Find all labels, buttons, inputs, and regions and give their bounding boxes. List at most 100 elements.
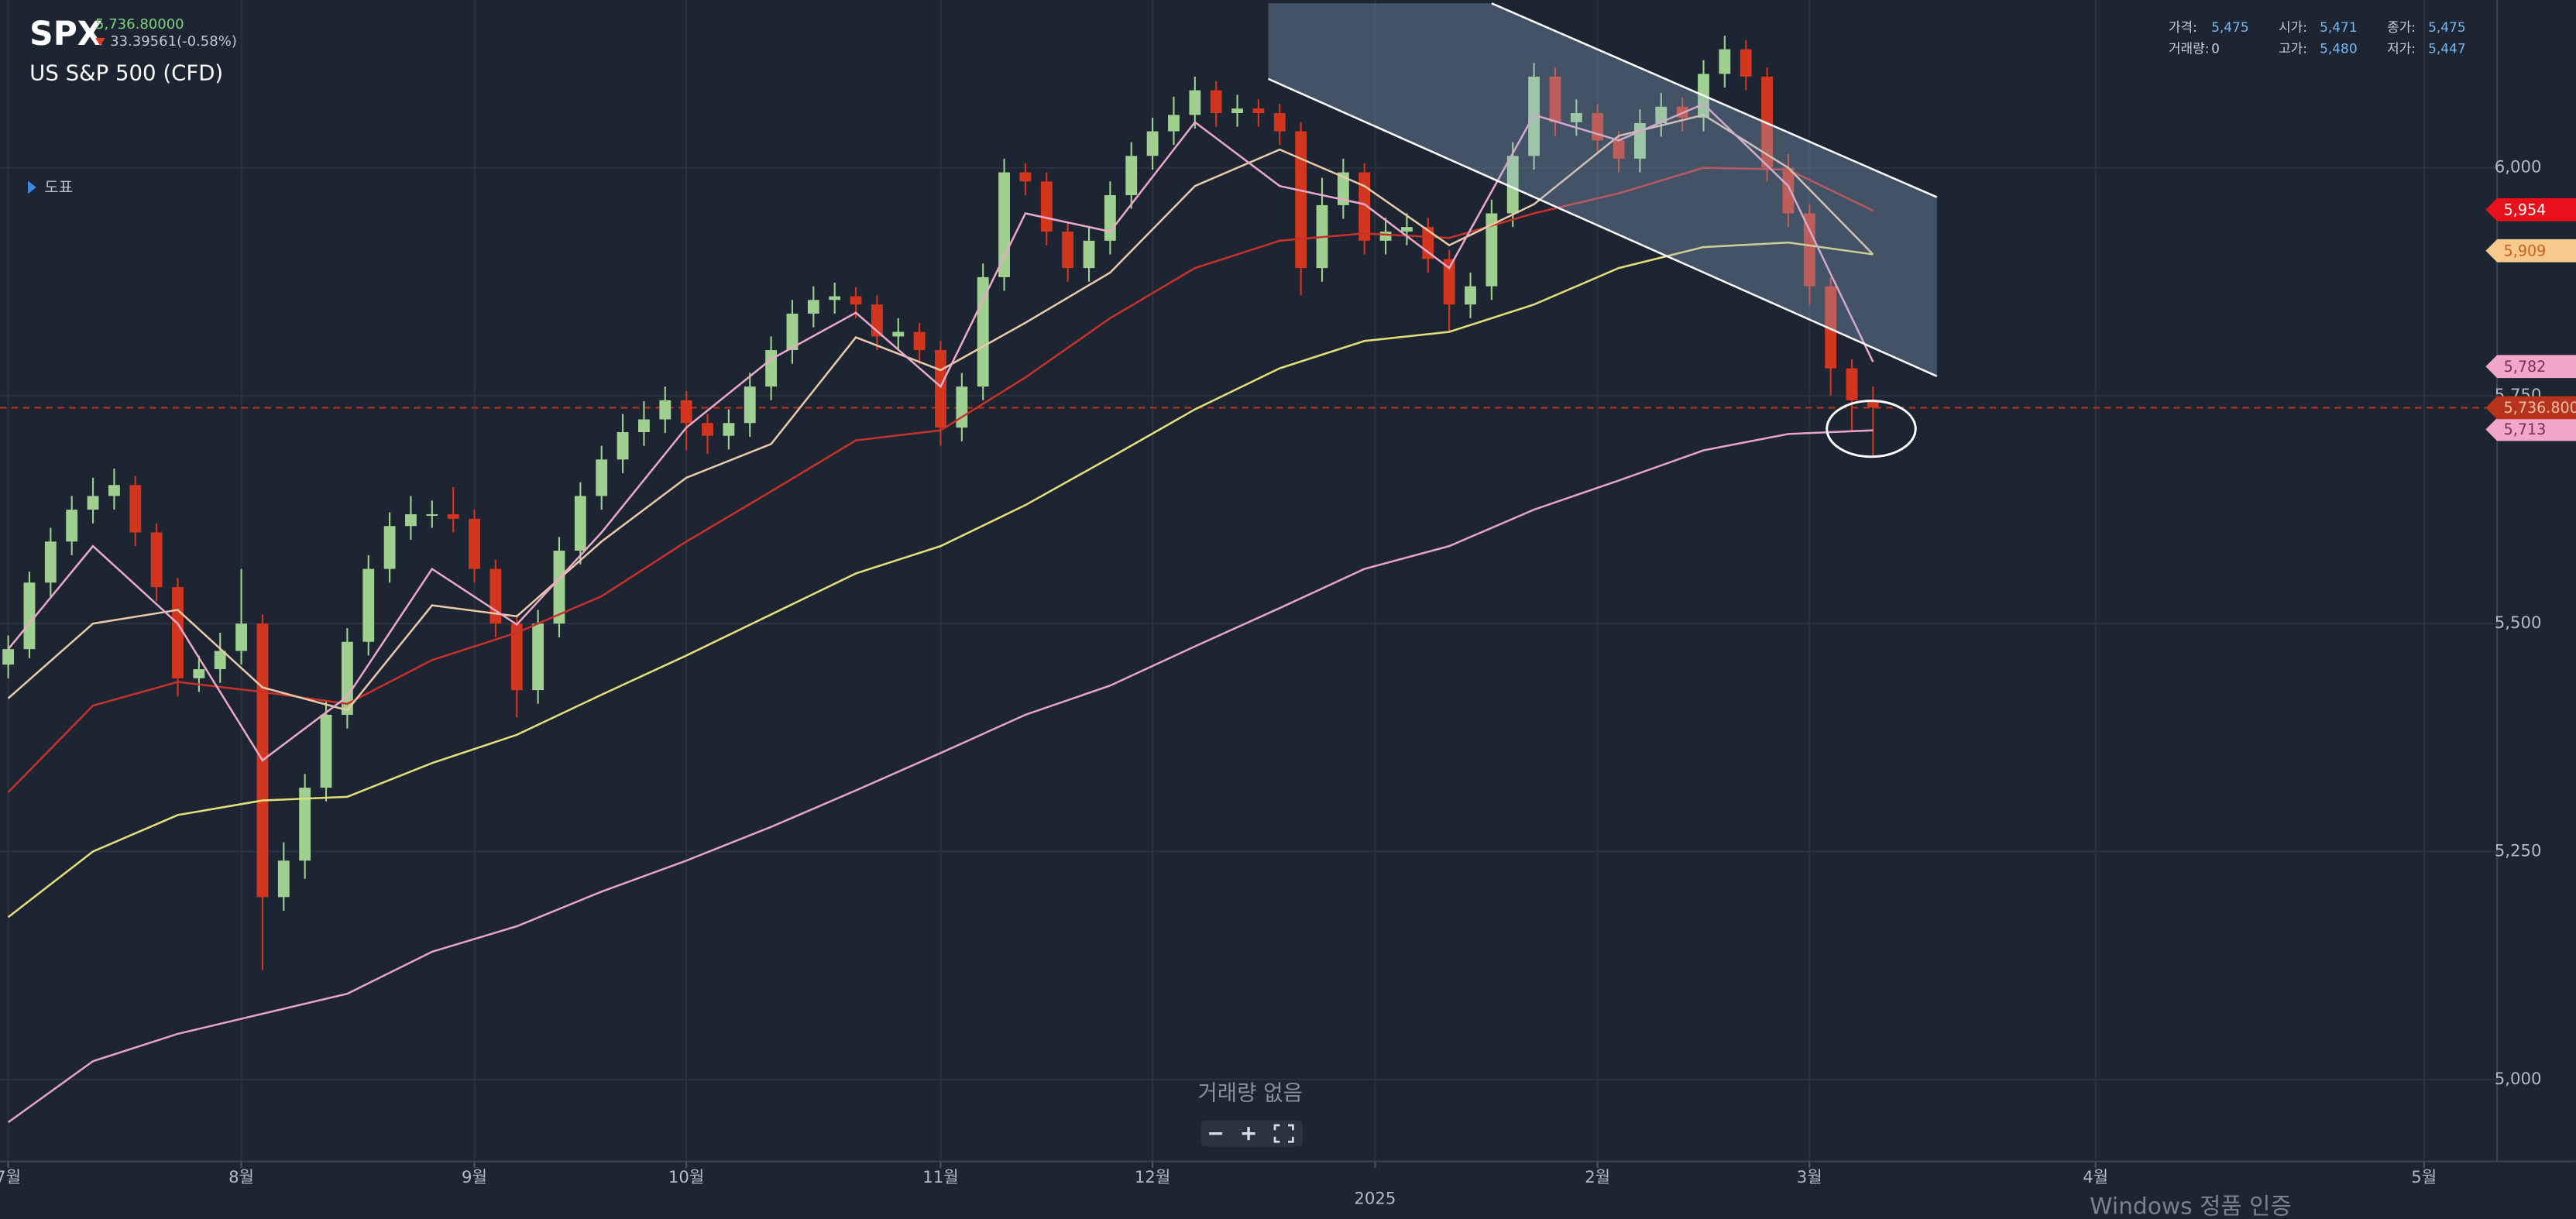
candle-body bbox=[913, 331, 926, 351]
candle-body bbox=[807, 300, 819, 314]
price-tag bbox=[2485, 197, 2576, 221]
channel-upper bbox=[1491, 2, 1938, 198]
candle-body bbox=[1655, 106, 1668, 123]
candle-body bbox=[1231, 108, 1243, 114]
x-tick-label: 9월 bbox=[462, 1168, 487, 1187]
info-value: 5,471 bbox=[2320, 19, 2358, 35]
candle-body bbox=[193, 669, 205, 678]
menu-label[interactable]: 도표 bbox=[44, 177, 73, 196]
info-value: 0 bbox=[2211, 41, 2220, 57]
candle-body bbox=[447, 513, 459, 519]
candle-body bbox=[1168, 115, 1180, 132]
info-panel: 가격: 5,475 시가: 5,471 종가: 5,475 거래량: 0 고가:… bbox=[2169, 19, 2466, 57]
candle-body bbox=[341, 641, 353, 715]
candle-body bbox=[956, 386, 968, 428]
candle-body bbox=[659, 400, 671, 420]
candle-body bbox=[786, 313, 799, 351]
candle-body bbox=[998, 172, 1011, 277]
down-arrow bbox=[95, 37, 105, 46]
candle-body bbox=[532, 623, 544, 691]
channel-area bbox=[1268, 3, 1937, 376]
candle-body bbox=[829, 296, 841, 300]
candle-body bbox=[1189, 90, 1201, 115]
y-tick-label: 6,000 bbox=[2495, 158, 2542, 177]
channel-lower bbox=[1268, 77, 1938, 377]
x-tick-label: 4월 bbox=[2083, 1168, 2108, 1187]
plot bbox=[2, 35, 1879, 1124]
candle-body bbox=[1295, 131, 1307, 269]
candle-body bbox=[44, 541, 57, 583]
price-tag bbox=[2485, 417, 2576, 441]
candle-body bbox=[1337, 172, 1349, 205]
fullscreen-icon[interactable] bbox=[1273, 1124, 1294, 1143]
y-tick-label: 5,500 bbox=[2495, 613, 2542, 633]
x-tick-label: 5월 bbox=[2411, 1168, 2437, 1187]
price-tag-label: 5,954 bbox=[2504, 201, 2547, 218]
symbol: SPX bbox=[29, 15, 102, 53]
price-change: 33.39561(-0.58%) bbox=[110, 33, 237, 50]
menu-arrow[interactable] bbox=[28, 180, 36, 194]
candle-body bbox=[1867, 400, 1879, 408]
info-value: 5,475 bbox=[2428, 19, 2466, 35]
price-tag-label: 5,909 bbox=[2504, 242, 2547, 259]
fullscreen-button[interactable] bbox=[1273, 1124, 1294, 1143]
candle-body bbox=[1613, 140, 1625, 159]
moving-average-line bbox=[7, 113, 1874, 712]
candle-body bbox=[1358, 172, 1371, 241]
candle-body bbox=[23, 582, 36, 650]
candle-body bbox=[405, 513, 417, 527]
info-value: 5,475 bbox=[2211, 19, 2249, 35]
zoom-in-button[interactable] bbox=[1242, 1127, 1255, 1141]
candle-body bbox=[617, 432, 629, 460]
info-label: 고가: bbox=[2279, 41, 2307, 57]
candle-body bbox=[596, 459, 608, 496]
candle-body bbox=[362, 568, 375, 642]
candle-body bbox=[383, 526, 396, 569]
x-tick-label: 11월 bbox=[922, 1168, 959, 1187]
candle-body bbox=[235, 623, 248, 651]
candle-body bbox=[1803, 213, 1815, 287]
candle-body bbox=[1252, 108, 1265, 114]
candle-body bbox=[426, 513, 438, 517]
x-tick-label: 12월 bbox=[1135, 1168, 1171, 1187]
candle-body bbox=[765, 350, 778, 387]
moving-average-line bbox=[7, 167, 1874, 793]
x-tick-label: 2월 bbox=[1585, 1168, 1610, 1187]
watermark: Windows 정품 인증 bbox=[2090, 1193, 2292, 1219]
candle-body bbox=[1846, 368, 1858, 400]
candle-body bbox=[723, 423, 735, 436]
info-value: 5,447 bbox=[2428, 41, 2466, 57]
x-tick-label: 2025 bbox=[1354, 1190, 1396, 1209]
candle-body bbox=[510, 623, 523, 691]
candle-body bbox=[1062, 232, 1074, 269]
candle-body bbox=[744, 386, 756, 424]
candle-body bbox=[489, 568, 502, 624]
candle-body bbox=[680, 400, 692, 424]
candle-body bbox=[1273, 113, 1286, 132]
x-tick-label: 10월 bbox=[668, 1168, 705, 1187]
candle-body bbox=[1019, 172, 1032, 182]
candle-body bbox=[2, 649, 15, 665]
candle-body bbox=[469, 518, 480, 569]
x-tick-label: 8월 bbox=[228, 1168, 254, 1187]
candle-body bbox=[1825, 286, 1837, 369]
price-tag bbox=[2485, 396, 2576, 420]
candle-body bbox=[129, 485, 142, 533]
info-label: 거래량: bbox=[2169, 41, 2210, 57]
candle-body bbox=[150, 532, 163, 588]
candle-body bbox=[1379, 232, 1392, 241]
annotations bbox=[1268, 2, 1938, 458]
candle-body bbox=[1443, 259, 1455, 305]
price-tag-label: 5,713 bbox=[2504, 421, 2547, 438]
info-label: 가격: bbox=[2169, 19, 2197, 35]
candle-body bbox=[277, 860, 290, 898]
candle-body bbox=[1083, 240, 1095, 269]
candle-body bbox=[1465, 286, 1476, 305]
candle-body bbox=[1506, 156, 1519, 214]
candle-body bbox=[87, 496, 99, 510]
candle-body bbox=[553, 551, 565, 624]
candle-body bbox=[1146, 131, 1159, 156]
